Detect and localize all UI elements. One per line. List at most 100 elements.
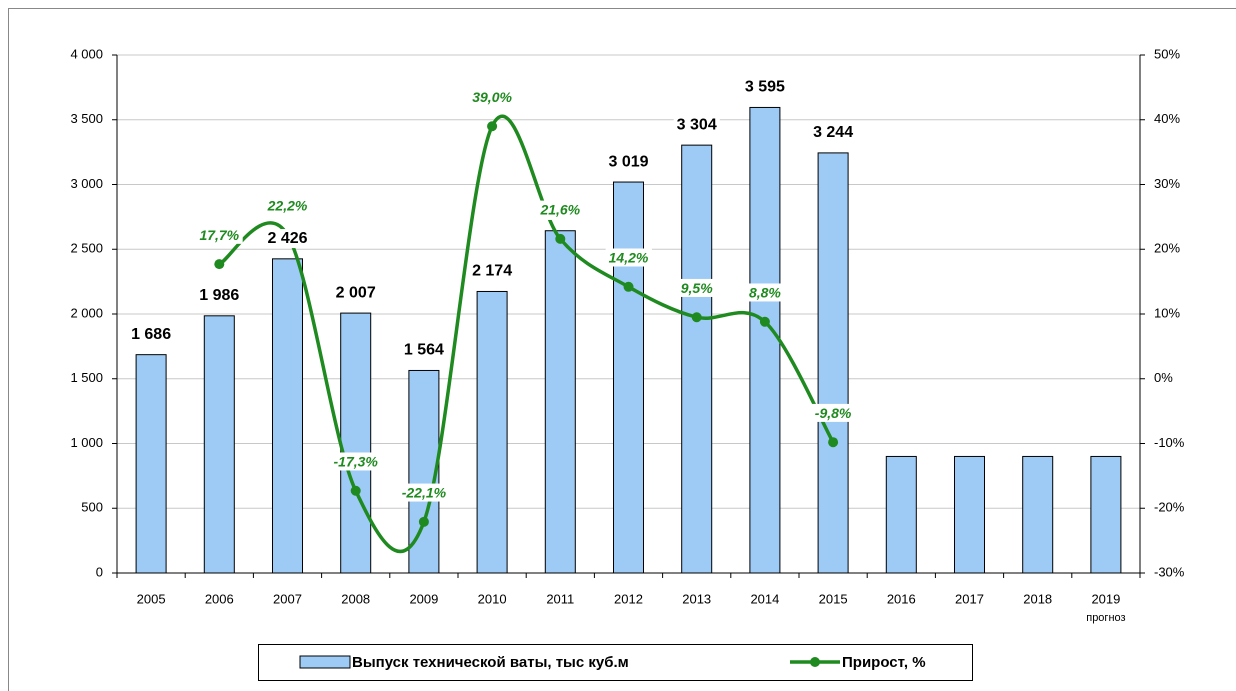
bar <box>1090 455 1122 574</box>
y2-tick-label: 30% <box>1154 176 1180 191</box>
line-marker <box>418 516 429 527</box>
legend-swatch <box>299 655 351 669</box>
line-value-label-bg <box>677 278 717 297</box>
y2-tick-label: -30% <box>1154 564 1185 579</box>
y2-tick-label: 50% <box>1154 46 1180 61</box>
bar <box>340 312 372 574</box>
bar-value-label: 1 564 <box>404 342 444 359</box>
line-value-label-bg <box>811 403 855 422</box>
x-annotation: прогноз <box>1086 612 1125 624</box>
line-value-label: 22,2% <box>267 198 308 214</box>
y2-tick-label: 10% <box>1154 305 1180 320</box>
bar <box>476 290 508 574</box>
x-tick-label: 2009 <box>409 591 438 606</box>
x-tick-label: 2015 <box>819 591 848 606</box>
line-value-label-bg <box>398 483 450 502</box>
line-value-label: 17,7% <box>199 227 239 243</box>
y-tick-label: 1 500 <box>70 370 103 385</box>
legend-label: Выпуск технической ваты, тыс куб.м <box>352 654 629 671</box>
bar <box>203 315 235 574</box>
y-tick-label: 3 500 <box>70 111 103 126</box>
x-tick-label: 2011 <box>546 591 574 606</box>
line-value-label-bg <box>745 283 785 302</box>
line-value-label-bg <box>469 87 516 106</box>
line-value-label: -17,3% <box>334 453 379 469</box>
line-marker <box>759 316 770 327</box>
legend-marker <box>810 657 820 667</box>
legend-items: Выпуск технической ваты, тыс куб.м Прирос… <box>299 654 926 671</box>
bar <box>817 152 849 574</box>
bar <box>271 258 304 574</box>
bar <box>544 230 576 574</box>
bar-value-label-bg <box>264 229 311 249</box>
legend-label: Прирост, % <box>842 654 926 671</box>
bar <box>749 106 781 574</box>
line <box>214 114 839 553</box>
x-tick-label: 2019 <box>1091 591 1120 606</box>
bar <box>1022 455 1054 574</box>
bar <box>885 455 917 574</box>
y2-tick-label: 40% <box>1154 111 1180 126</box>
bar-value-label: 3 595 <box>745 79 785 96</box>
line-value-label-bg <box>263 196 311 215</box>
bar-value-label: 1 686 <box>131 326 171 343</box>
bar-value-label: 3 304 <box>677 116 717 133</box>
bar-value-label-bg <box>128 324 175 344</box>
bar-value-label: 2 007 <box>336 284 376 301</box>
line-marker <box>828 437 839 448</box>
bars <box>135 106 1122 574</box>
line-series <box>218 114 835 553</box>
y-tick-label: 3 000 <box>70 176 103 191</box>
y2-tick-label: -20% <box>1154 500 1185 515</box>
bar <box>681 144 713 574</box>
line-marker <box>214 259 225 270</box>
bar <box>953 455 986 574</box>
y-tick-label: 4 000 <box>70 46 103 61</box>
x-tick-label: 2005 <box>137 591 166 606</box>
bar-value-label-bg <box>810 123 857 143</box>
bar-value-label: 3 244 <box>813 124 853 141</box>
bar-value-label: 1 986 <box>199 287 239 304</box>
line-value-label: 14,2% <box>609 250 649 266</box>
line-value-label-bg <box>330 452 382 471</box>
line-marker <box>487 121 498 132</box>
line-value-label: 8,8% <box>749 284 781 300</box>
bar-value-label-bg <box>469 261 516 281</box>
y2-tick-label: -10% <box>1154 435 1185 450</box>
x-tick-label: 2013 <box>682 591 711 606</box>
x-tick-label: 2016 <box>887 591 916 606</box>
x-tick-label: 2010 <box>478 591 507 606</box>
x-tick-label: 2018 <box>1023 591 1052 606</box>
line-value-label: -9,8% <box>815 405 852 421</box>
chart-frame <box>8 8 1236 691</box>
y-tick-label: 1 000 <box>70 435 103 450</box>
bar <box>612 181 645 574</box>
bar-value-label-bg <box>332 283 379 303</box>
line-value-label: -22,1% <box>402 485 447 501</box>
bar-value-label-bg <box>741 77 789 97</box>
line-value-label: 9,5% <box>681 280 713 296</box>
y2-tick-label: 20% <box>1154 241 1180 256</box>
x-tick-label: 2008 <box>341 591 370 606</box>
x-tick-label: 2007 <box>273 591 302 606</box>
y2-tick-label: 0% <box>1154 370 1173 385</box>
line-value-label-bg <box>605 248 652 267</box>
bar-value-label: 3 019 <box>608 153 648 170</box>
line-value-label: 21,6% <box>539 202 580 218</box>
y-tick-label: 500 <box>81 500 103 515</box>
line-value-label: 39,0% <box>472 89 512 105</box>
y-tick-label: 2 000 <box>70 305 103 320</box>
bar-value-label-bg <box>605 152 652 172</box>
y-tick-label: 2 500 <box>70 241 103 256</box>
line-value-label-bg <box>536 200 584 219</box>
line-marker <box>555 233 566 244</box>
line-marker <box>623 281 634 292</box>
x-tick-label: 2012 <box>614 591 643 606</box>
legend <box>258 644 973 681</box>
y-tick-label: 0 <box>96 564 103 579</box>
x-tick-label: 2017 <box>955 591 984 606</box>
bar <box>135 354 167 574</box>
bar-value-label: 2 174 <box>472 263 512 280</box>
